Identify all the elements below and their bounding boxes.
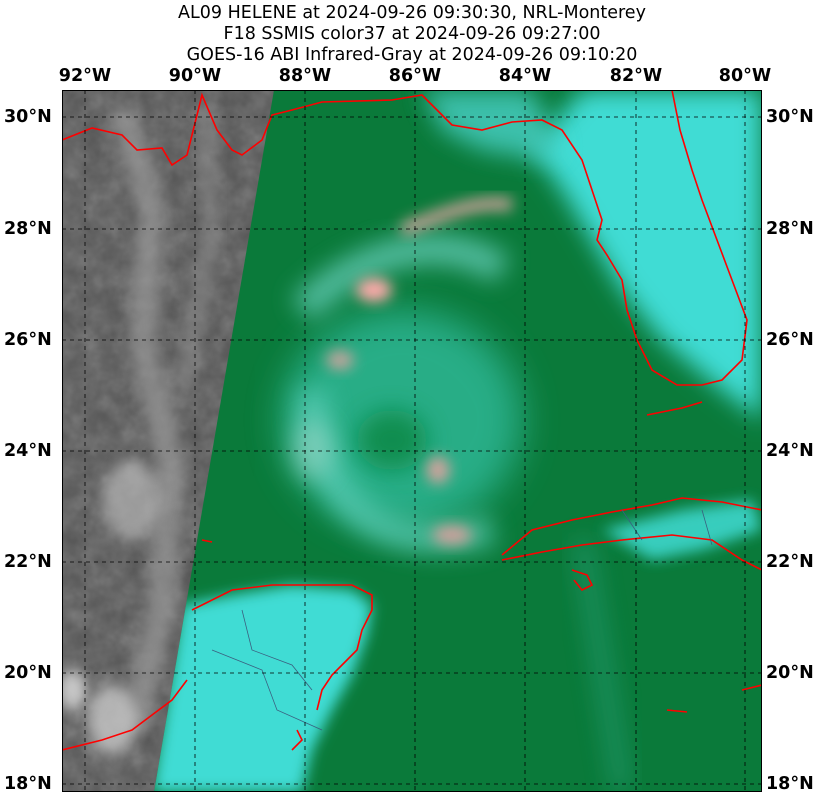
lat-label-26n-left: 26°N — [4, 330, 52, 350]
lon-label-86w: 86°W — [388, 66, 442, 86]
lat-label-30n-left: 30°N — [4, 107, 52, 127]
lon-label-88w: 88°W — [278, 66, 332, 86]
lat-label-22n-left: 22°N — [4, 552, 52, 572]
lon-label-82w: 82°W — [609, 66, 663, 86]
title-line-3: GOES-16 ABI Infrared-Gray at 2024-09-26 … — [186, 45, 638, 65]
political-borders — [211, 509, 713, 731]
lat-label-28n-right: 28°N — [766, 219, 814, 239]
lat-lon-grid — [62, 90, 762, 792]
title-line-2: F18 SSMIS color37 at 2024-09-26 09:27:00 — [223, 24, 601, 44]
map-frame — [62, 90, 762, 792]
lat-label-24n-right: 24°N — [766, 441, 814, 461]
lat-label-18n-right: 18°N — [766, 774, 814, 794]
lat-label-26n-right: 26°N — [766, 330, 814, 350]
lat-label-24n-left: 24°N — [4, 441, 52, 461]
lat-label-20n-right: 20°N — [766, 663, 814, 683]
lon-label-84w: 84°W — [498, 66, 552, 86]
lon-label-80w: 80°W — [718, 66, 772, 86]
lon-label-90w: 90°W — [168, 66, 222, 86]
lat-label-22n-right: 22°N — [766, 552, 814, 572]
title-line-1: AL09 HELENE at 2024-09-26 09:30:30, NRL-… — [178, 3, 646, 23]
ssmis-swath — [154, 90, 762, 792]
lat-label-28n-left: 28°N — [4, 219, 52, 239]
map-panel — [62, 90, 762, 792]
lon-label-92w: 92°W — [58, 66, 112, 86]
lat-label-20n-left: 20°N — [4, 663, 52, 683]
lat-label-18n-left: 18°N — [4, 774, 52, 794]
coastlines — [62, 90, 762, 751]
lat-label-30n-right: 30°N — [766, 107, 814, 127]
